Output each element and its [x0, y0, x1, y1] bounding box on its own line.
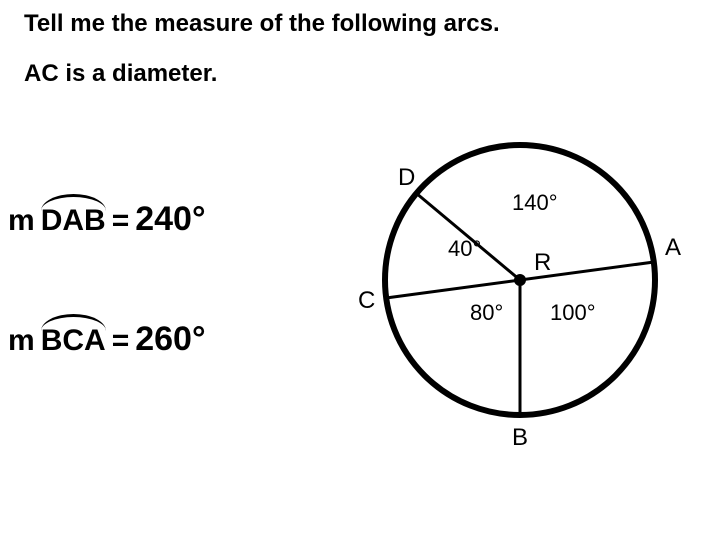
answer-dab: m DAB = 240° — [8, 200, 206, 239]
answer-bca-arc: BCA — [41, 324, 106, 358]
answer-bca-equals: = — [112, 324, 130, 358]
arc-label-BC: 80° — [470, 300, 503, 325]
answer-dab-prefix: m — [8, 204, 35, 238]
answer-bca-prefix: m — [8, 324, 35, 358]
answer-bca-value: 260° — [135, 320, 205, 359]
point-label-A: A — [665, 234, 681, 261]
point-label-C: C — [358, 287, 375, 314]
diagram-svg: A B C D R 140° 40° 80° 100° — [330, 120, 710, 480]
point-label-R: R — [534, 249, 551, 276]
arc-label-DA: 140° — [512, 190, 558, 215]
point-label-B: B — [512, 424, 528, 451]
arc-label-AB: 100° — [550, 300, 596, 325]
answer-dab-arc: DAB — [41, 204, 106, 238]
heading-text: Tell me the measure of the following arc… — [24, 10, 500, 37]
answer-dab-equals: = — [112, 204, 130, 238]
subheading-text: AC is a diameter. — [24, 60, 217, 87]
arc-label-CD: 40° — [448, 236, 481, 261]
circle-diagram: A B C D R 140° 40° 80° 100° — [330, 120, 710, 480]
point-label-D: D — [398, 164, 415, 191]
problem-subheading: AC is a diameter. — [24, 60, 217, 88]
answer-bca: m BCA = 260° — [8, 320, 206, 359]
center-dot — [514, 274, 526, 286]
answer-dab-value: 240° — [135, 200, 205, 239]
problem-heading: Tell me the measure of the following arc… — [24, 10, 500, 38]
